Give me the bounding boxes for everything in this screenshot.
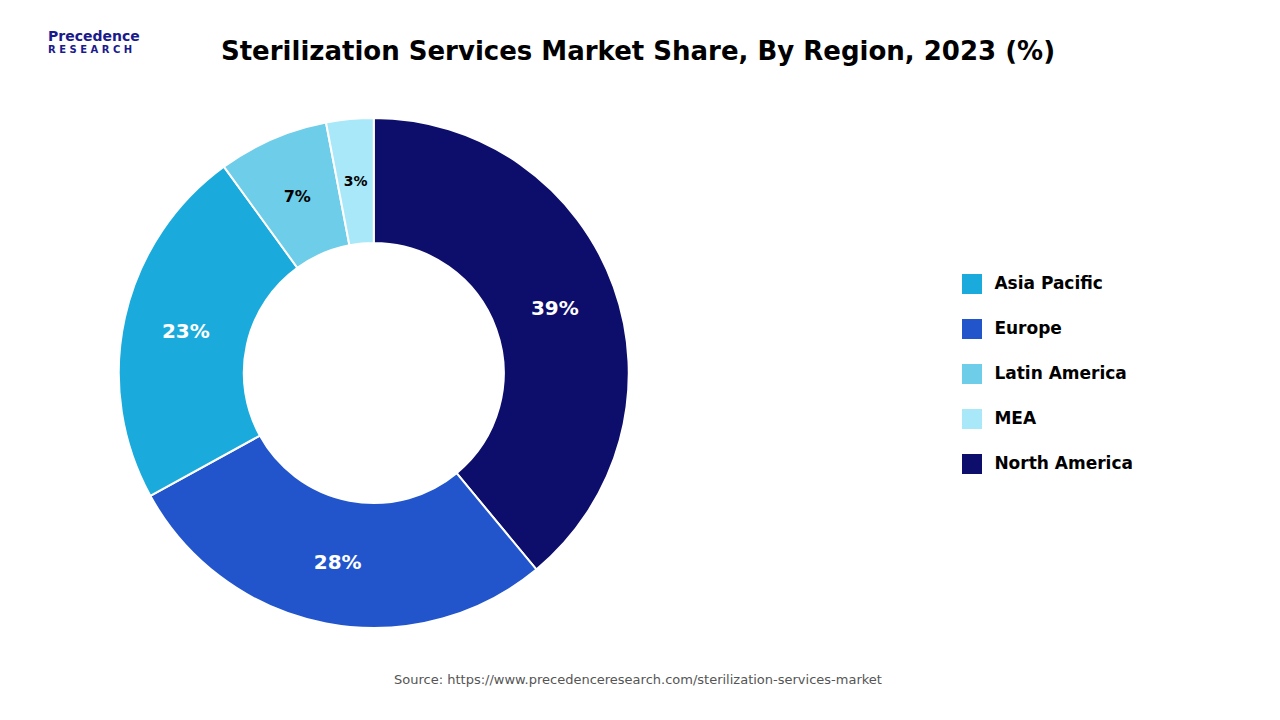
html-text:Asia Pacific: Asia Pacific: [994, 272, 1103, 293]
html-text:North America: North America: [994, 452, 1133, 473]
html-text:Source: https://www.precedence: Source: https://www.precedenceresearch.c…: [394, 672, 882, 687]
html-text:MEA: MEA: [994, 407, 1037, 428]
html-text:Europe: Europe: [994, 317, 1062, 338]
svg-text:3%: 3%: [344, 173, 368, 189]
html-text:Latin America: Latin America: [994, 362, 1127, 383]
svg-text:39%: 39%: [531, 296, 579, 320]
html-text:Sterilization Services Market: Sterilization Services Market Share, By …: [221, 36, 1055, 66]
svg-text:7%: 7%: [284, 187, 311, 206]
html-text:Precedence: Precedence: [48, 28, 140, 44]
svg-text:28%: 28%: [314, 550, 362, 574]
svg-text:23%: 23%: [162, 319, 210, 343]
html-text:R E S E A R C H: R E S E A R C H: [48, 44, 133, 55]
